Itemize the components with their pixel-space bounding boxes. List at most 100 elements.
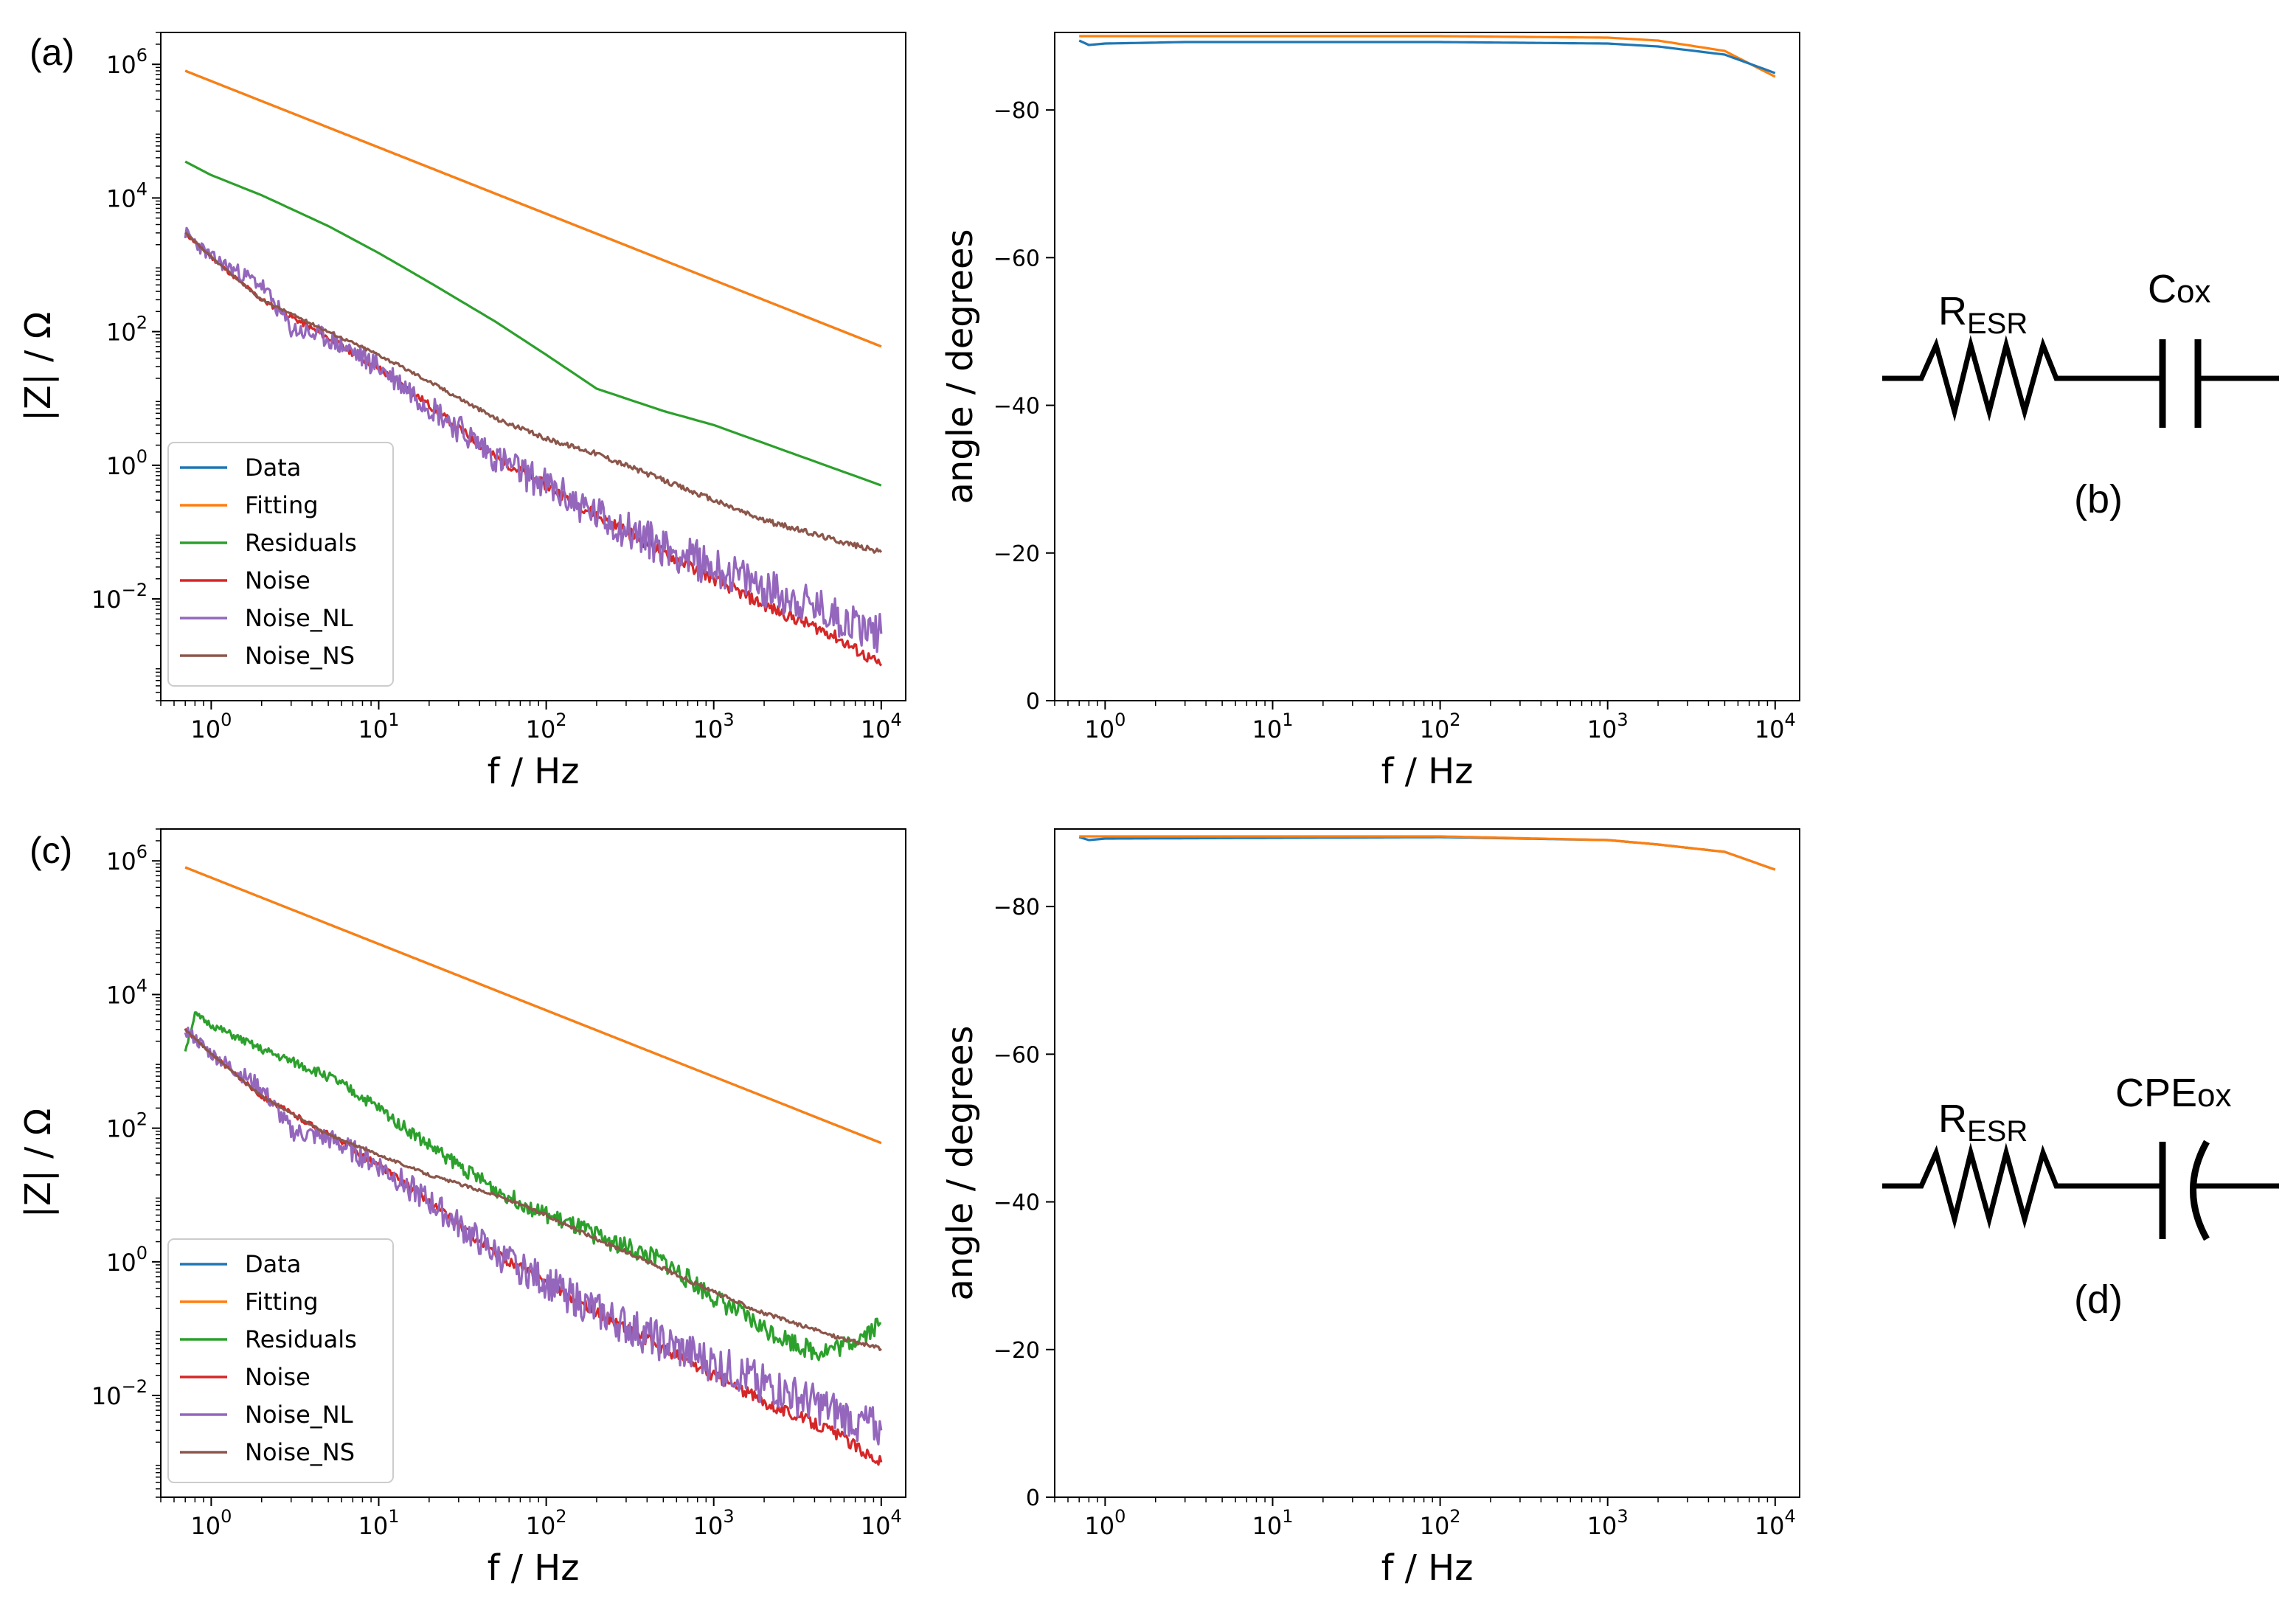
circuit-b-wire-resistor — [1882, 335, 2163, 422]
a-mag-legend-label: Noise_NL — [245, 604, 353, 632]
c-mag-legend-label: Residuals — [245, 1325, 357, 1353]
a-phase-y-tick-label: −40 — [993, 394, 1040, 420]
a-mag-y-axis-label: |Z| / Ω — [18, 312, 59, 422]
a-phase-series-fitting — [1079, 35, 1776, 78]
a-mag-x-tick-label: 104 — [861, 710, 902, 743]
a-phase-x-tick-label: 103 — [1587, 710, 1629, 743]
c-phase-x-tick-label: 100 — [1084, 1506, 1126, 1540]
c-phase-series-data — [1078, 836, 1776, 871]
c-phase-series-fitting — [1079, 835, 1776, 871]
a-mag-legend-box — [167, 442, 394, 687]
c-mag-x-tick-label: 102 — [526, 1506, 567, 1540]
a-mag-y-tick-label: 10−2 — [91, 580, 148, 614]
c-mag-legend-label: Noise_NS — [245, 1438, 355, 1466]
circuit-d: RESR CPEox (d) — [1882, 1071, 2279, 1322]
c-phase-axes-frame — [1054, 828, 1800, 1498]
a-mag-y-tick-label: 102 — [106, 313, 148, 347]
a-mag-legend-label: Residuals — [245, 529, 357, 557]
a-phase-y-tick-label: −20 — [993, 541, 1040, 567]
c-mag-legend-box — [167, 1238, 394, 1483]
c-mag-x-tick-label: 100 — [190, 1506, 232, 1540]
circuit-b-c-label: C — [2148, 267, 2177, 311]
c-mag-x-tick-label: 101 — [358, 1506, 399, 1540]
a-mag-x-tick-label: 103 — [693, 710, 735, 743]
circuit-d-cpe-plate-curved — [2190, 1140, 2210, 1241]
c-phase-x-tick-label: 103 — [1587, 1506, 1629, 1540]
a-phase-x-axis-label: f / Hz — [1381, 751, 1474, 792]
c-phase-x-tick-label: 101 — [1252, 1506, 1293, 1540]
c-phase-x-tick-label: 104 — [1755, 1506, 1796, 1540]
a-phase-y-tick-label: −80 — [993, 98, 1040, 124]
panel-label-d: (d) — [2074, 1277, 2123, 1322]
c-phase-x-tick-label: 102 — [1420, 1506, 1461, 1540]
c-mag-legend: Data Fitting Residuals Noise Noise_NL Noise_N… — [167, 1238, 394, 1483]
a-phase-axes-frame — [1054, 32, 1800, 701]
a-mag-x-tick-label: 102 — [526, 710, 567, 743]
a-mag-y-tick-label: 104 — [106, 178, 148, 212]
a-phase-y-tick-label: −60 — [993, 246, 1040, 271]
a-phase-x-tick-label: 100 — [1084, 710, 1126, 743]
c-mag-y-tick-label: 106 — [106, 842, 148, 875]
a-mag-legend-label: Noise — [245, 566, 311, 594]
c-mag-series-noise-ns — [184, 1028, 882, 1351]
svg-text:RESR: RESR — [1938, 289, 2028, 340]
panel-label-b: (b) — [2074, 477, 2123, 521]
circuit-b-r-label: R — [1938, 289, 1967, 333]
chart-a-phase: 100 101 102 103 104 0 −20 −40 −60 −80 f / Hz angle … — [940, 32, 1800, 792]
a-mag-legend-label: Noise_NS — [245, 642, 355, 670]
c-phase-y-axis-label: angle / degrees — [940, 1025, 981, 1300]
chart-c-magnitude: 100 101 102 103 104 10−2 100 102 104 106 f / Hz |Z|… — [18, 828, 906, 1589]
a-mag-legend: Data Fitting Residuals Noise Noise_NL Noise_N… — [167, 442, 394, 687]
c-mag-y-tick-label: 100 — [106, 1243, 148, 1277]
a-phase-y-axis-label: angle / degrees — [940, 229, 981, 504]
c-mag-legend-label: Noise_NL — [245, 1401, 353, 1429]
panel-label-a: (a) — [30, 32, 74, 73]
c-mag-y-axis-label: |Z| / Ω — [18, 1109, 59, 1218]
a-mag-x-axis-label: f / Hz — [488, 751, 580, 792]
svg-text:Cox: Cox — [2148, 267, 2210, 311]
circuit-b: RESR Cox (b) — [1882, 267, 2279, 521]
a-mag-x-tick-label: 101 — [358, 710, 399, 743]
circuit-d-r-label: R — [1938, 1097, 1967, 1141]
c-mag-series-residuals — [184, 1011, 881, 1362]
a-phase-x-tick-label: 101 — [1252, 710, 1293, 743]
a-mag-series-fitting — [184, 69, 882, 348]
circuit-b-c-subscript: ox — [2177, 274, 2210, 310]
a-mag-legend-label: Fitting — [245, 491, 319, 519]
c-phase-x-axis-label: f / Hz — [1381, 1547, 1474, 1589]
a-mag-legend-label: Data — [245, 454, 301, 482]
a-phase-x-tick-label: 104 — [1755, 710, 1796, 743]
a-mag-x-tick-label: 100 — [190, 710, 232, 743]
c-mag-series-fitting — [184, 866, 882, 1145]
circuit-d-cpe-label: CPE — [2115, 1071, 2197, 1115]
c-mag-legend-label: Fitting — [245, 1288, 319, 1316]
a-phase-series-data — [1078, 39, 1776, 74]
a-mag-y-tick-label: 100 — [106, 446, 148, 480]
a-mag-series-residuals — [184, 160, 882, 487]
circuit-d-r-subscript: ESR — [1967, 1115, 2028, 1148]
c-mag-legend-label: Data — [245, 1250, 301, 1278]
c-mag-x-tick-label: 104 — [861, 1506, 902, 1540]
c-mag-y-tick-label: 10−2 — [91, 1376, 148, 1410]
c-phase-y-tick-label: −20 — [993, 1338, 1040, 1364]
a-mag-series-noise-nl — [184, 226, 883, 653]
c-mag-y-tick-label: 102 — [106, 1109, 148, 1143]
a-mag-series-noise-ns — [184, 232, 883, 554]
c-mag-series-noise-nl — [184, 1026, 883, 1446]
chart-a-magnitude: 100 101 102 103 104 10−2 100 102 104 106 f / Hz |Z|… — [18, 32, 906, 792]
c-phase-y-tick-label: −80 — [993, 895, 1040, 920]
a-phase-x-tick-label: 102 — [1420, 710, 1461, 743]
c-mag-x-tick-label: 103 — [693, 1506, 735, 1540]
chart-c-phase: 100 101 102 103 104 0 −20 −40 −60 −80 f / Hz angle … — [940, 828, 1800, 1589]
circuit-d-wire-resistor — [1882, 1142, 2163, 1229]
c-mag-x-axis-label: f / Hz — [488, 1547, 580, 1589]
c-mag-y-tick-label: 104 — [106, 975, 148, 1009]
a-mag-y-tick-label: 106 — [106, 45, 148, 79]
svg-text:RESR: RESR — [1938, 1097, 2028, 1148]
svg-text:CPEox: CPEox — [2115, 1071, 2232, 1115]
c-phase-y-tick-label: −60 — [993, 1042, 1040, 1068]
c-phase-y-tick-label: −40 — [993, 1190, 1040, 1216]
c-phase-y-tick-label: 0 — [1026, 1485, 1040, 1511]
circuit-d-cpe-subscript: ox — [2197, 1078, 2231, 1114]
